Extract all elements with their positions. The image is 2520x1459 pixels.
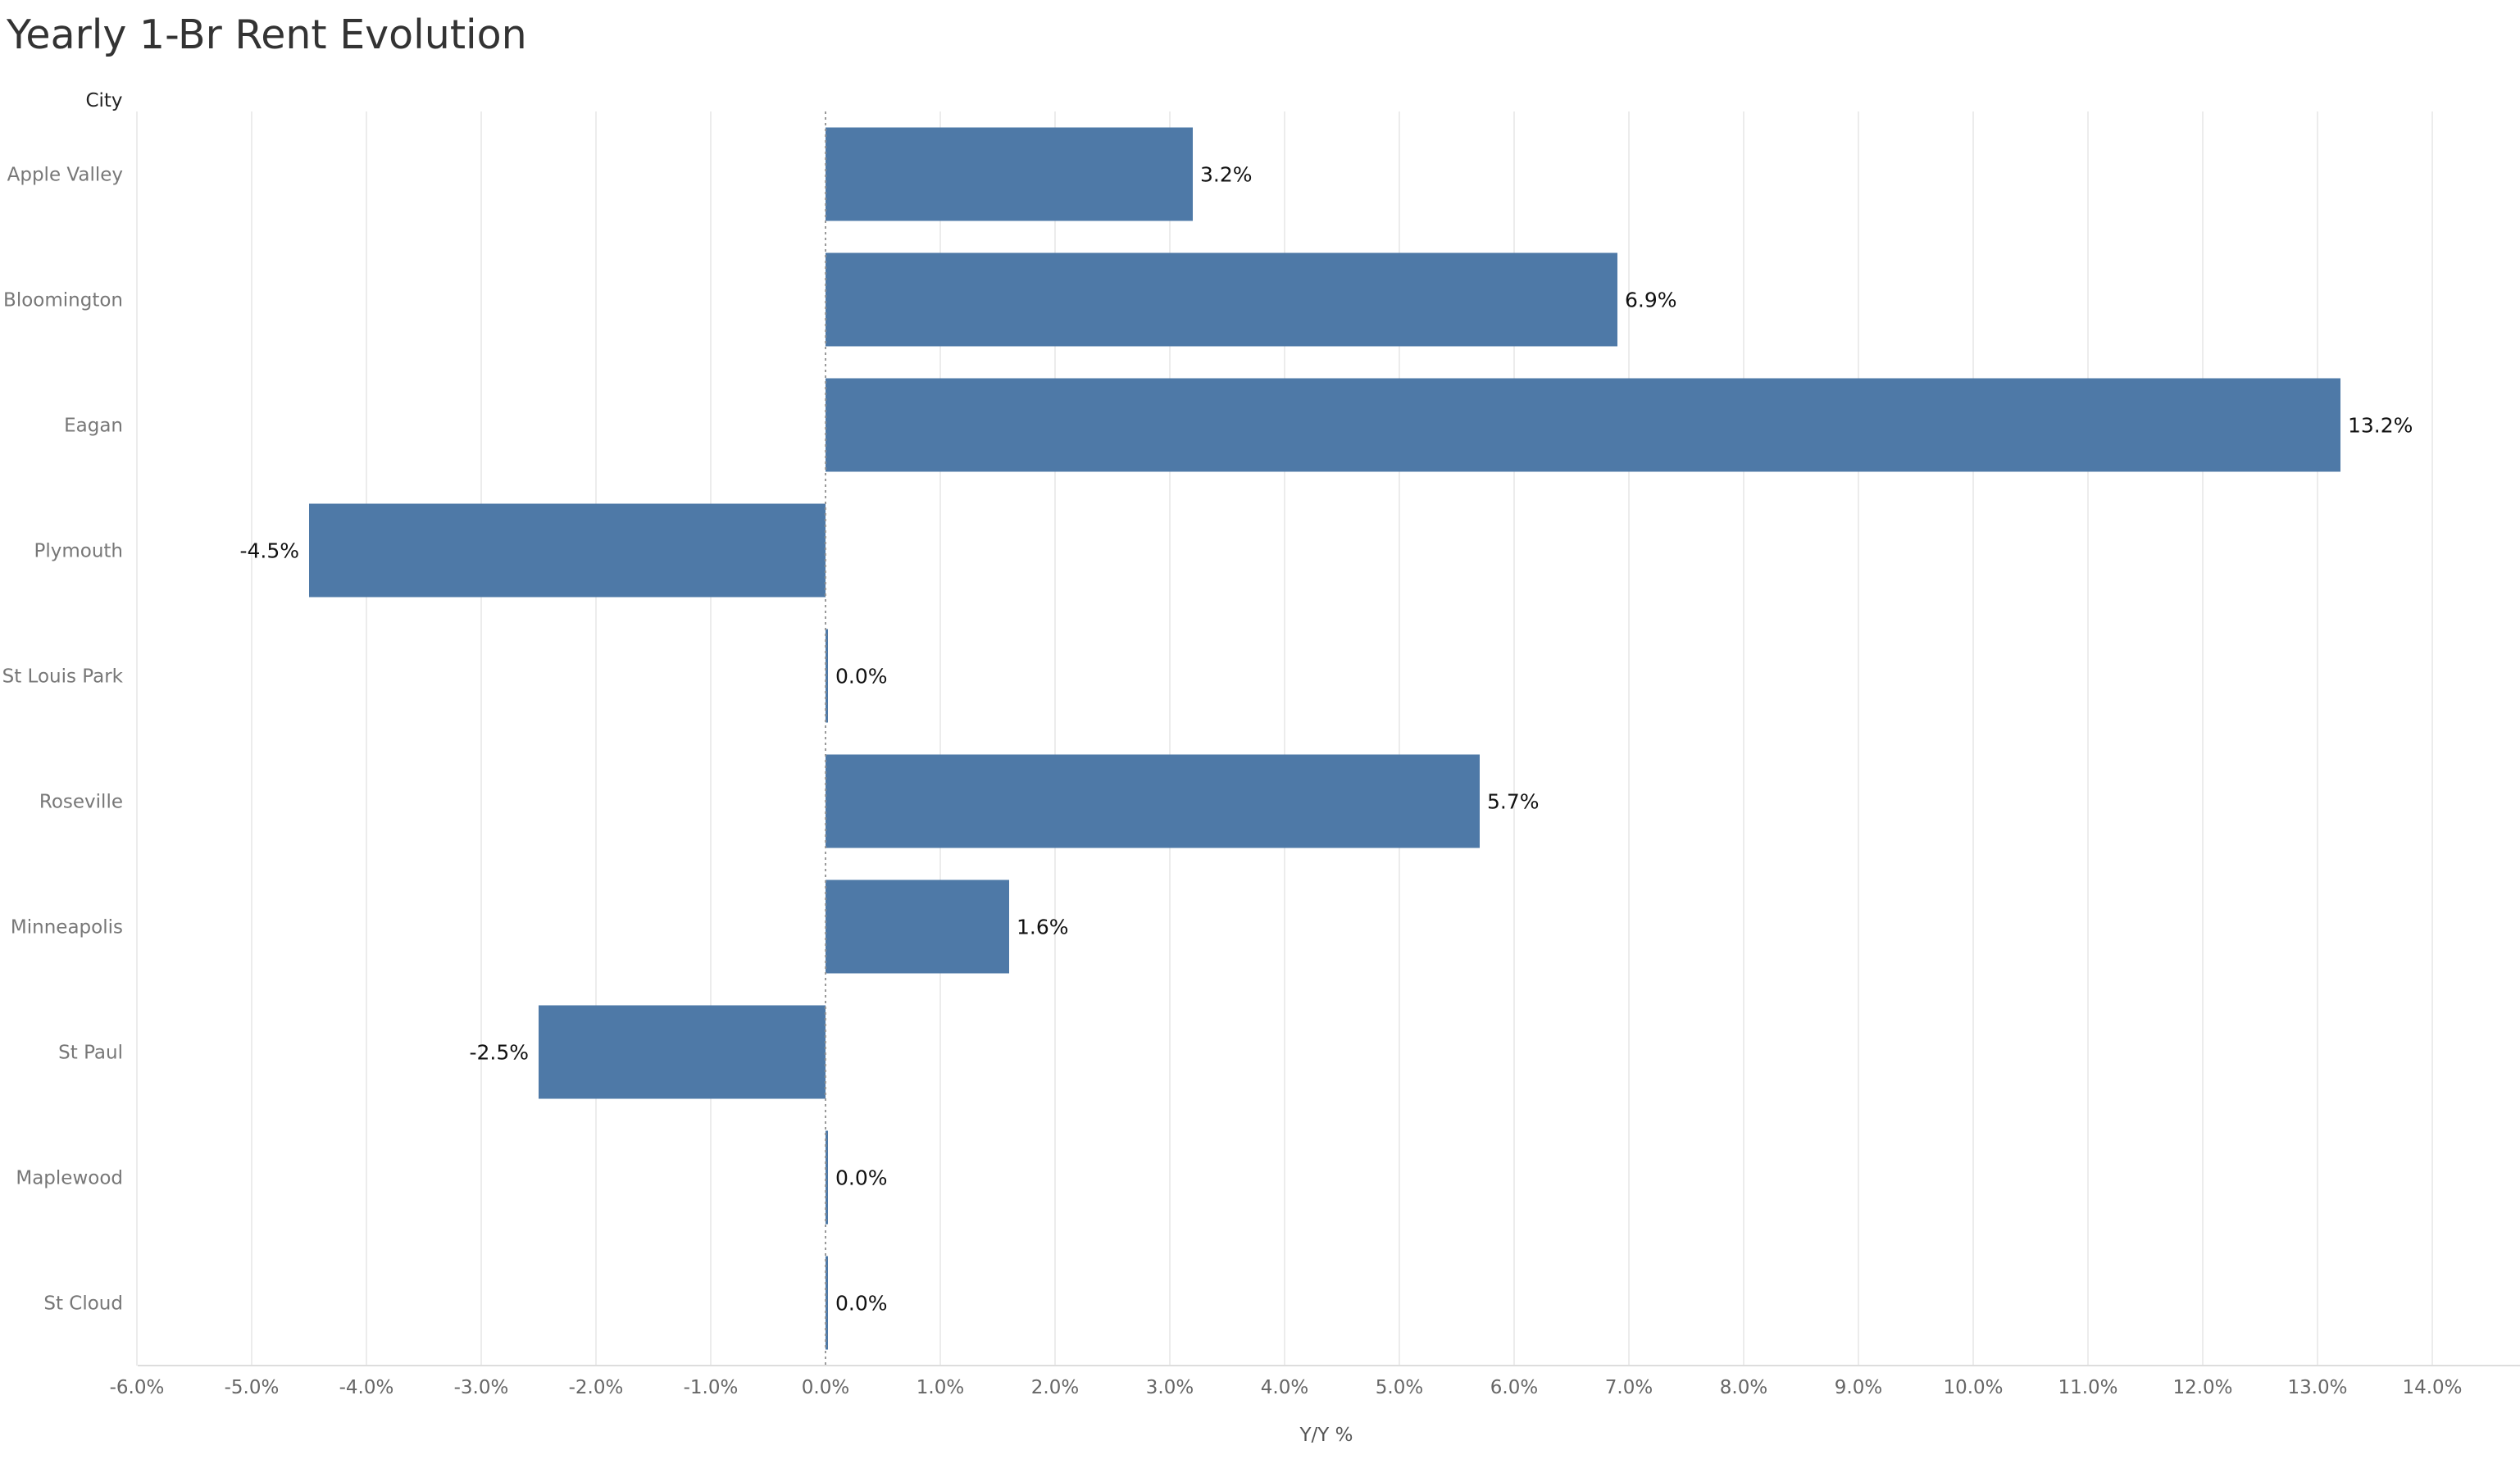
- category-axis-header: City: [85, 90, 122, 111]
- x-axis-ticks: -6.0% -5.0% -4.0% -3.0% -2.0% -1.0% 0.0% 1.0% 2.…: [110, 1377, 2463, 1398]
- data-label: 0.0%: [835, 665, 888, 689]
- x-tick-label: 5.0%: [1376, 1377, 1423, 1398]
- bar[interactable]: [826, 1256, 828, 1350]
- category-label: Eagan: [64, 416, 123, 437]
- x-tick-label: -2.0%: [569, 1377, 624, 1398]
- bar[interactable]: [539, 1005, 826, 1099]
- x-tick-label: 9.0%: [1835, 1377, 1882, 1398]
- x-tick-label: -6.0%: [110, 1377, 165, 1398]
- x-tick-label: 7.0%: [1605, 1377, 1653, 1398]
- x-tick-label: 4.0%: [1261, 1377, 1308, 1398]
- x-tick-label: 11.0%: [2058, 1377, 2117, 1398]
- data-label: 13.2%: [2348, 414, 2413, 438]
- data-label: -4.5%: [239, 539, 299, 563]
- category-label: Roseville: [39, 792, 123, 813]
- bar[interactable]: [826, 1130, 828, 1225]
- x-tick-label: -1.0%: [684, 1377, 739, 1398]
- x-tick-label: -3.0%: [454, 1377, 509, 1398]
- bar[interactable]: [826, 378, 2340, 472]
- bar[interactable]: [826, 754, 1480, 848]
- x-tick-label: -5.0%: [225, 1377, 280, 1398]
- category-label: St Paul: [58, 1043, 123, 1064]
- data-label: 6.9%: [1625, 289, 1677, 312]
- data-label: 0.0%: [835, 1166, 888, 1190]
- chart-title: Yearly 1-Br Rent Evolution: [7, 11, 527, 58]
- x-tick-label: 3.0%: [1146, 1377, 1194, 1398]
- x-axis-title: Y/Y %: [1299, 1425, 1353, 1446]
- x-tick-label: 13.0%: [2287, 1377, 2347, 1398]
- x-tick-label: 2.0%: [1031, 1377, 1079, 1398]
- category-label: St Louis Park: [2, 666, 124, 688]
- category-label: Bloomington: [3, 290, 123, 311]
- category-label: Plymouth: [34, 541, 123, 562]
- data-label: 0.0%: [835, 1292, 888, 1316]
- category-label: Maplewood: [16, 1168, 123, 1189]
- bar[interactable]: [826, 879, 1009, 974]
- x-tick-label: 6.0%: [1490, 1377, 1538, 1398]
- x-tick-label: -4.0%: [339, 1377, 394, 1398]
- category-label: Apple Valley: [7, 165, 123, 186]
- x-tick-label: 14.0%: [2402, 1377, 2462, 1398]
- data-label: 3.2%: [1200, 163, 1253, 187]
- x-tick-label: 8.0%: [1720, 1377, 1767, 1398]
- data-label: 1.6%: [1017, 916, 1069, 939]
- data-label: -2.5%: [469, 1041, 529, 1065]
- category-label: Minneapolis: [11, 917, 123, 939]
- bar[interactable]: [826, 252, 1617, 347]
- bars: [309, 127, 2340, 1350]
- x-tick-label: 1.0%: [917, 1377, 964, 1398]
- x-tick-label: 0.0%: [802, 1377, 849, 1398]
- category-labels: Apple Valley Bloomington Eagan Plymouth St L…: [2, 165, 124, 1315]
- data-label: 5.7%: [1487, 790, 1540, 814]
- bar[interactable]: [309, 503, 826, 598]
- category-label: St Cloud: [43, 1293, 123, 1315]
- bar[interactable]: [826, 629, 828, 723]
- bar[interactable]: [826, 127, 1193, 221]
- data-labels: 3.2% 6.9% 13.2% -4.5% 0.0% 5.7% 1.6% -2.5% 0.0% 0…: [239, 163, 2413, 1316]
- x-tick-label: 10.0%: [1943, 1377, 2003, 1398]
- x-tick-label: 12.0%: [2172, 1377, 2232, 1398]
